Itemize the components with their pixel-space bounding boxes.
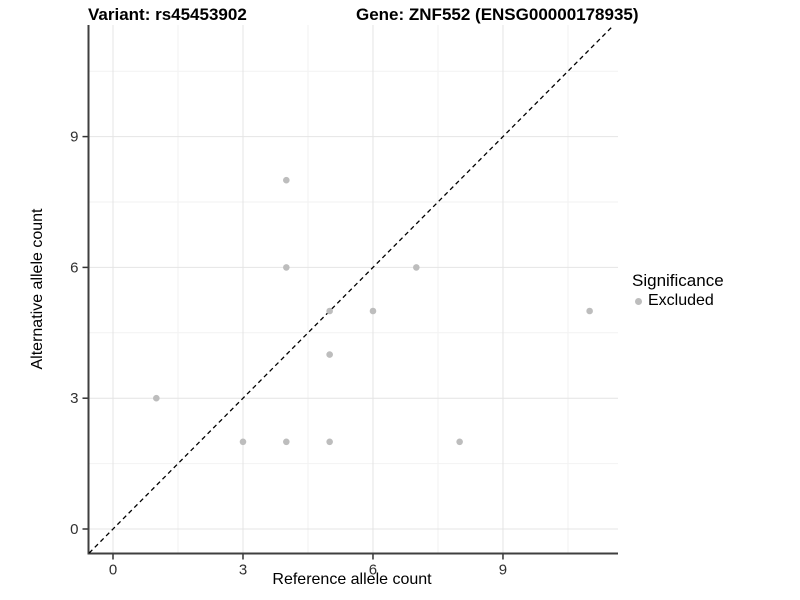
y-tick-label: 6 [70, 259, 78, 276]
plot-title-variant: Variant: rs45453902 [88, 5, 247, 24]
legend: Significance Excluded [632, 270, 724, 310]
x-tick-label: 0 [109, 562, 117, 579]
x-axis-title: Reference allele count [272, 571, 432, 588]
data-point [369, 307, 377, 315]
legend-entry-label: Excluded [648, 292, 714, 310]
data-point [326, 307, 333, 315]
data-point [326, 438, 333, 446]
identity-line [88, 24, 614, 554]
data-point [283, 264, 290, 271]
x-tick-label: 3 [239, 562, 247, 579]
x-tick-label: 6 [369, 562, 377, 579]
plot-title-gene: Gene: ZNF552 (ENSG00000178935) [356, 5, 639, 24]
legend-entry-excluded: Excluded [632, 292, 724, 310]
y-tick-label: 0 [70, 521, 78, 538]
y-tick-label: 9 [70, 129, 78, 146]
data-point [283, 176, 290, 184]
data-point [413, 264, 420, 271]
data-point [283, 438, 290, 446]
data-point [239, 438, 247, 446]
data-point [586, 307, 593, 315]
legend-title: Significance [632, 271, 724, 290]
y-axis-title: Alternative allele count [29, 208, 46, 370]
legend-point-marker-icon [635, 297, 642, 305]
data-point [153, 394, 160, 402]
data-point [456, 438, 463, 446]
x-tick-label: 9 [499, 562, 507, 579]
data-point [326, 351, 333, 358]
y-tick-label: 3 [70, 390, 78, 407]
